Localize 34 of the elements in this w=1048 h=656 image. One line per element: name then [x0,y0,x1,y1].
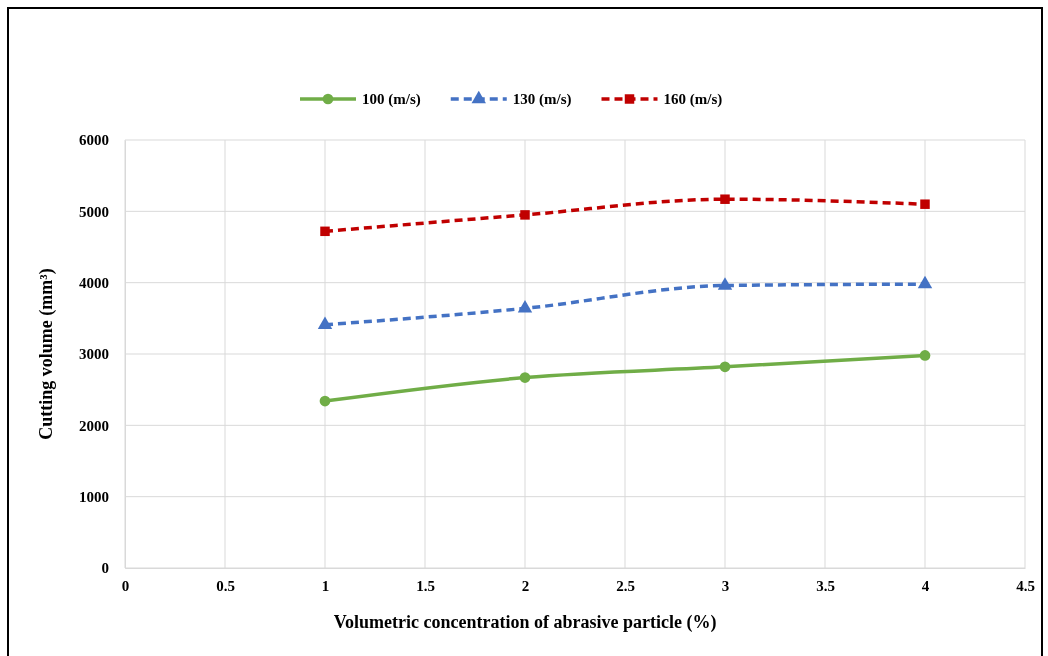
point [319,395,331,407]
x-axis-title: Volumetric concentration of abrasive particle (%) [333,612,717,633]
legend-label: 100 (m/s) [362,91,421,108]
x-tick-label: 2 [521,577,530,594]
point [519,372,531,383]
point [517,300,533,313]
legend-label: 160 (m/s) [663,91,723,108]
y-axis-title: Cutting volume (mm³) [36,268,57,440]
x-tick-label: 4.5 [1016,577,1035,594]
x-tick-label: 3.5 [816,577,835,594]
point [917,275,933,289]
x-tick-label: 2.5 [616,577,635,594]
point [919,350,931,361]
y-tick-label: 2000 [79,417,109,434]
point [720,194,730,204]
y-tick-label: 4000 [79,274,109,291]
x-tick-label: 1 [321,577,330,594]
point [717,277,733,290]
x-tick-label: 0 [121,577,130,594]
x-tick-label: 1.5 [416,577,435,594]
y-tick-label: 3000 [79,346,109,363]
point [317,316,333,329]
y-tick-label: 1000 [79,488,109,505]
point [920,199,930,209]
point [520,210,530,220]
x-tick-label: 0.5 [216,577,235,594]
point [320,226,330,237]
y-tick-label: 0 [101,560,109,577]
y-tick-label: 6000 [79,132,109,149]
y-tick-label: 5000 [79,203,109,220]
point [719,361,731,373]
legend-label: 130 (m/s) [512,91,572,108]
x-tick-label: 4 [921,577,930,594]
x-tick-label: 3 [721,577,730,594]
